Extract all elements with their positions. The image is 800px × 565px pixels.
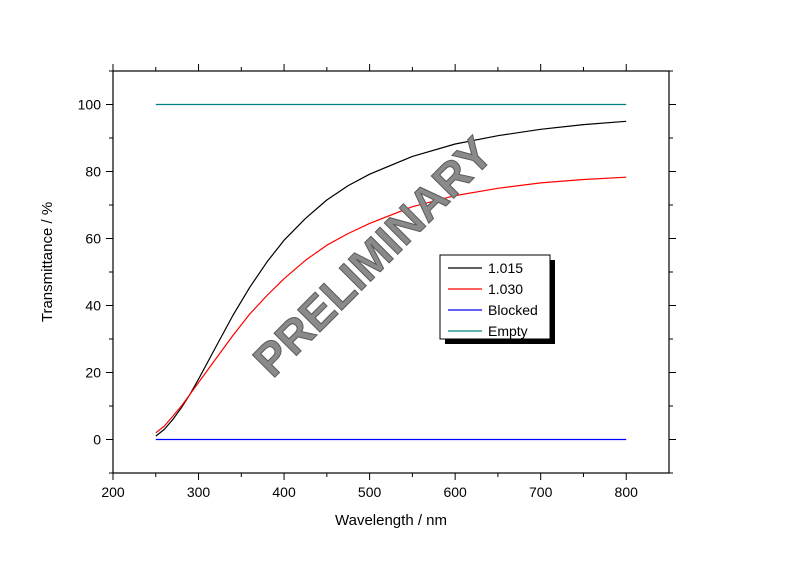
y-tick-label: 60 — [85, 231, 101, 247]
x-tick-label: 600 — [443, 484, 467, 500]
y-tick-label: 20 — [85, 365, 101, 381]
y-tick-label: 0 — [93, 432, 101, 448]
series-line-1-015 — [155, 120, 627, 437]
x-tick-label: 200 — [101, 484, 125, 500]
x-tick-label: 500 — [358, 484, 382, 500]
x-tick-label: 700 — [529, 484, 553, 500]
legend-label: Empty — [488, 323, 528, 339]
x-axis-title: Wavelength / nm — [335, 512, 447, 529]
legend-label: Blocked — [488, 302, 538, 318]
y-tick-label: 80 — [85, 164, 101, 180]
legend: 1.015 1.030 Blocked Empty — [439, 254, 555, 344]
legend-label: 1.030 — [488, 281, 523, 297]
x-tick-label: 300 — [187, 484, 211, 500]
y-tick-label: 100 — [78, 97, 102, 113]
legend-box — [439, 254, 551, 340]
y-tick-label: 40 — [85, 298, 101, 314]
x-tick-label: 400 — [272, 484, 296, 500]
legend-label: 1.015 — [488, 260, 523, 276]
y-axis-title: Transmittance / % — [39, 202, 56, 322]
series-line-1-030 — [155, 176, 627, 434]
x-tick-label: 800 — [615, 484, 639, 500]
